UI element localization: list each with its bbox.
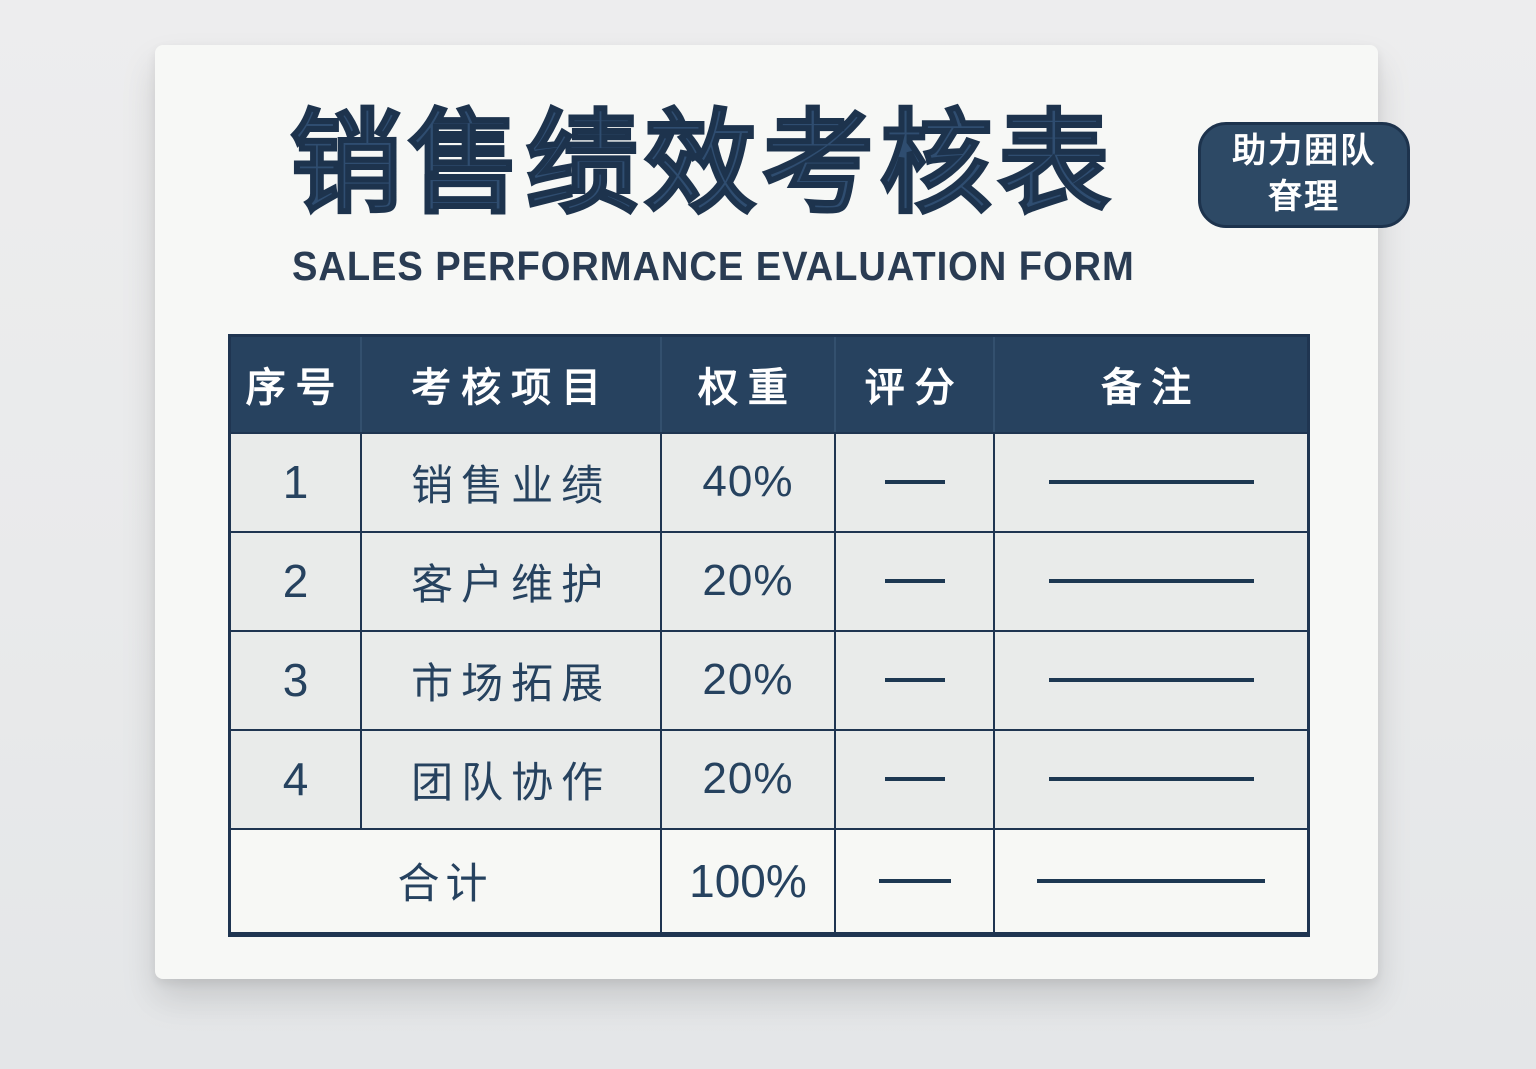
col-header-item: 考核项目 [360, 335, 663, 434]
badge-line-2: 眘理 [1268, 178, 1341, 216]
page-subtitle: SALES PERFORMANCE EVALUATION FORM [292, 242, 1135, 289]
cell-total-label: 合计 [228, 827, 663, 936]
cell-remark [993, 728, 1310, 830]
cell-no: 1 [228, 431, 363, 533]
remark-blank-line [1048, 678, 1254, 683]
score-blank-line [878, 878, 951, 883]
remark-blank-line [1048, 480, 1254, 485]
table-row: 3 市场拓展 20% [228, 629, 1310, 731]
col-header-no: 序号 [228, 335, 363, 434]
table-row: 2 客户维护 20% [228, 530, 1310, 632]
cell-no: 2 [228, 530, 363, 632]
team-management-badge: 助力囲队 眘理 [1198, 122, 1411, 228]
cell-no: 4 [228, 728, 363, 830]
form-card: 销售绩效考核表 SALES PERFORMANCE EVALUATION FOR… [155, 45, 1411, 979]
score-blank-line [884, 579, 945, 584]
badge-line-1: 助力囲队 [1232, 132, 1377, 171]
remark-blank-line [1037, 878, 1266, 883]
cell-score [833, 827, 996, 936]
remark-blank-line [1048, 777, 1254, 782]
cell-remark [993, 827, 1310, 936]
form-header: 销售绩效考核表 SALES PERFORMANCE EVALUATION FOR… [228, 45, 1411, 290]
cell-no: 3 [228, 629, 363, 731]
col-header-weight: 权重 [660, 335, 836, 434]
cell-remark [993, 431, 1310, 533]
cell-score [833, 431, 996, 533]
cell-item: 销售业绩 [360, 431, 663, 533]
evaluation-table: 序号 考核项目 权重 评分 备注 1 销售业绩 40% 2 客户维护 20% [228, 333, 1310, 937]
cell-remark [993, 629, 1310, 731]
cell-total-weight: 100% [660, 827, 836, 936]
cell-weight: 40% [660, 431, 836, 533]
col-header-remark: 备注 [993, 335, 1310, 434]
score-blank-line [884, 777, 945, 782]
cell-weight: 20% [660, 728, 836, 830]
table-row: 1 销售业绩 40% [228, 431, 1310, 533]
cell-score [833, 530, 996, 632]
page-title: 销售绩效考核表 [289, 100, 1116, 227]
cell-score [833, 728, 996, 830]
table-header-row: 序号 考核项目 权重 评分 备注 [228, 335, 1310, 434]
title-group: 销售绩效考核表 SALES PERFORMANCE EVALUATION FOR… [289, 100, 1198, 290]
cell-item: 市场拓展 [360, 629, 663, 731]
cell-item: 客户维护 [360, 530, 663, 632]
col-header-score: 评分 [833, 335, 996, 434]
cell-remark [993, 530, 1310, 632]
cell-item: 团队协作 [360, 728, 663, 830]
cell-weight: 20% [660, 530, 836, 632]
remark-blank-line [1048, 579, 1254, 584]
table-total-row: 合计 100% [228, 827, 1310, 936]
cell-score [833, 629, 996, 731]
cell-weight: 20% [660, 629, 836, 731]
score-blank-line [884, 480, 945, 485]
score-blank-line [884, 678, 945, 683]
table-row: 4 团队协作 20% [228, 728, 1310, 830]
